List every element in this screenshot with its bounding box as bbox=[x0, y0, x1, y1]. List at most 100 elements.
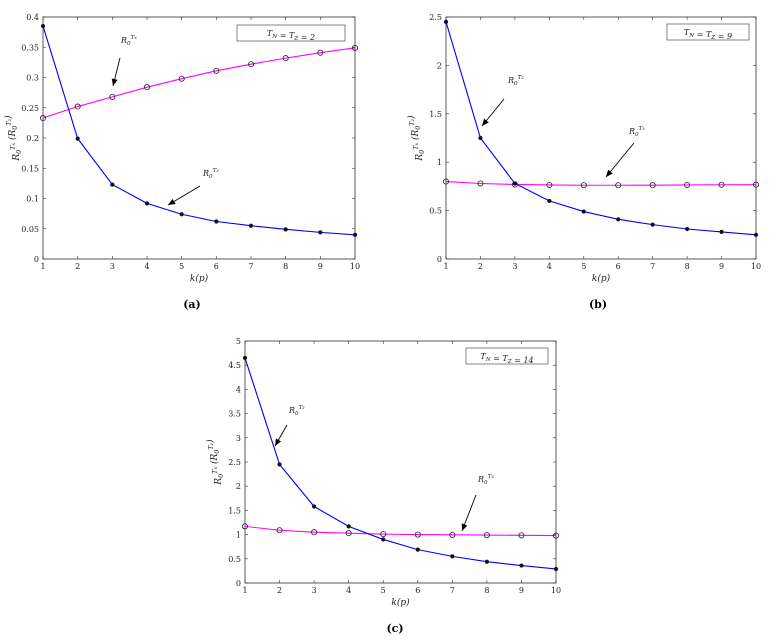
x-tick-label: 5 bbox=[381, 586, 386, 595]
plot-area bbox=[445, 16, 757, 260]
y-tick-label: 1.5 bbox=[429, 110, 442, 119]
param-box-text: TN = TZ = 9 bbox=[684, 28, 732, 41]
x-tick-label: 6 bbox=[214, 262, 219, 271]
plot-area bbox=[42, 16, 356, 260]
chart-panel-2: 1 2 3 4 5 6 7 8 9 10 0 0.5 1 1.5 2 2.5 k(p) R0Tx (R0Tz) TN… bbox=[406, 13, 761, 311]
series-line bbox=[445, 181, 757, 186]
y-tick-label: 0.3 bbox=[26, 74, 39, 83]
data-point bbox=[547, 198, 552, 204]
data-point bbox=[351, 44, 358, 51]
panel-label: (a) bbox=[183, 298, 201, 311]
param-box bbox=[666, 23, 750, 41]
x-tick-label: 9 bbox=[519, 586, 524, 595]
data-point bbox=[477, 180, 484, 187]
x-tick-label: 3 bbox=[512, 262, 517, 271]
y-tick-label: 0.5 bbox=[429, 207, 442, 216]
data-point bbox=[144, 201, 150, 206]
x-tick-label: 1 bbox=[40, 262, 45, 271]
data-point bbox=[518, 532, 525, 539]
arrow-head-icon bbox=[111, 78, 118, 86]
x-tick-label: 10 bbox=[751, 262, 761, 271]
y-tick-label: 0.35 bbox=[21, 43, 39, 52]
series-line bbox=[445, 21, 757, 236]
arrow-head-icon bbox=[461, 523, 468, 531]
y-axis-label: R0Tx (R0Tz) bbox=[406, 115, 426, 162]
data-point bbox=[242, 355, 248, 361]
y-tick-label: 2.5 bbox=[228, 458, 241, 467]
data-point bbox=[75, 136, 80, 141]
y-tick-label: 2 bbox=[236, 482, 241, 491]
data-point bbox=[484, 559, 489, 564]
data-point bbox=[649, 182, 656, 189]
y-tick-label: 4 bbox=[236, 385, 241, 394]
data-point bbox=[40, 23, 46, 29]
data-point bbox=[143, 84, 150, 91]
y-tick-label: 0.4 bbox=[26, 13, 39, 22]
series-line bbox=[244, 357, 557, 570]
y-tick-label: 2.5 bbox=[429, 13, 442, 22]
data-point bbox=[580, 182, 587, 189]
data-point bbox=[719, 229, 724, 234]
x-axis-label: k(p) bbox=[592, 273, 611, 284]
data-point bbox=[685, 226, 690, 232]
x-tick-label: 1 bbox=[242, 586, 247, 595]
x-tick-label: 7 bbox=[450, 586, 455, 595]
series-line bbox=[42, 25, 356, 236]
data-point bbox=[110, 182, 115, 187]
x-tick-label: 2 bbox=[277, 586, 282, 595]
param-box bbox=[465, 347, 549, 365]
data-point bbox=[553, 566, 559, 572]
x-tick-label: 1 bbox=[443, 262, 448, 271]
param-box bbox=[236, 24, 346, 42]
data-point bbox=[352, 232, 358, 237]
y-tick-label: 0.05 bbox=[21, 225, 39, 234]
chart-panel-1: 1 2 3 4 5 6 7 8 9 10 0 0.05 0.1 0.15 0.2 0.25 0.3 0.35 0.4… bbox=[3, 13, 360, 311]
arrow-head-icon bbox=[606, 169, 613, 177]
data-point bbox=[178, 75, 185, 82]
y-tick-label: 0.2 bbox=[26, 134, 39, 143]
panel-label: (c) bbox=[386, 622, 403, 635]
param-box-text: TN = TZ = 14 bbox=[480, 352, 533, 365]
y-tick-label: 0.1 bbox=[26, 195, 39, 204]
x-tick-label: 3 bbox=[110, 262, 115, 271]
data-point bbox=[40, 115, 47, 122]
x-tick-label: 3 bbox=[312, 586, 317, 595]
data-point bbox=[581, 209, 586, 214]
x-tick-label: 10 bbox=[350, 262, 360, 271]
arrow-head-icon bbox=[168, 198, 176, 205]
series-annotation: R0Tx bbox=[628, 126, 645, 138]
data-point bbox=[414, 531, 421, 538]
data-point bbox=[312, 504, 317, 509]
data-point bbox=[317, 49, 324, 56]
data-point bbox=[443, 19, 449, 24]
data-point bbox=[615, 182, 622, 189]
y-tick-label: 1 bbox=[437, 158, 442, 167]
y-axis-label: R0Tx (R0Tz) bbox=[205, 439, 225, 486]
series-annotation: R0Tz bbox=[507, 75, 524, 87]
data-point bbox=[318, 230, 323, 235]
x-tick-label: 4 bbox=[547, 262, 552, 271]
data-point bbox=[449, 531, 456, 538]
data-point bbox=[380, 531, 387, 538]
y-tick-label: 1.5 bbox=[228, 506, 241, 515]
data-point bbox=[478, 135, 483, 141]
data-point bbox=[381, 537, 386, 542]
y-axis-label: R0Tx (R0Tz) bbox=[3, 115, 23, 162]
x-tick-label: 8 bbox=[283, 262, 288, 271]
x-tick-label: 9 bbox=[719, 262, 724, 271]
x-tick-label: 4 bbox=[144, 262, 149, 271]
data-point bbox=[442, 178, 449, 185]
data-point bbox=[753, 181, 760, 188]
data-point bbox=[718, 181, 725, 188]
data-point bbox=[247, 61, 254, 68]
data-point bbox=[241, 523, 248, 530]
data-point bbox=[282, 55, 289, 62]
y-tick-label: 0.25 bbox=[21, 104, 39, 113]
data-point bbox=[684, 181, 691, 188]
y-tick-label: 0.15 bbox=[21, 164, 39, 173]
x-tick-label: 9 bbox=[318, 262, 323, 271]
x-tick-label: 7 bbox=[248, 262, 253, 271]
x-tick-label: 2 bbox=[478, 262, 483, 271]
arrow-head-icon bbox=[482, 118, 489, 126]
data-point bbox=[546, 181, 553, 188]
